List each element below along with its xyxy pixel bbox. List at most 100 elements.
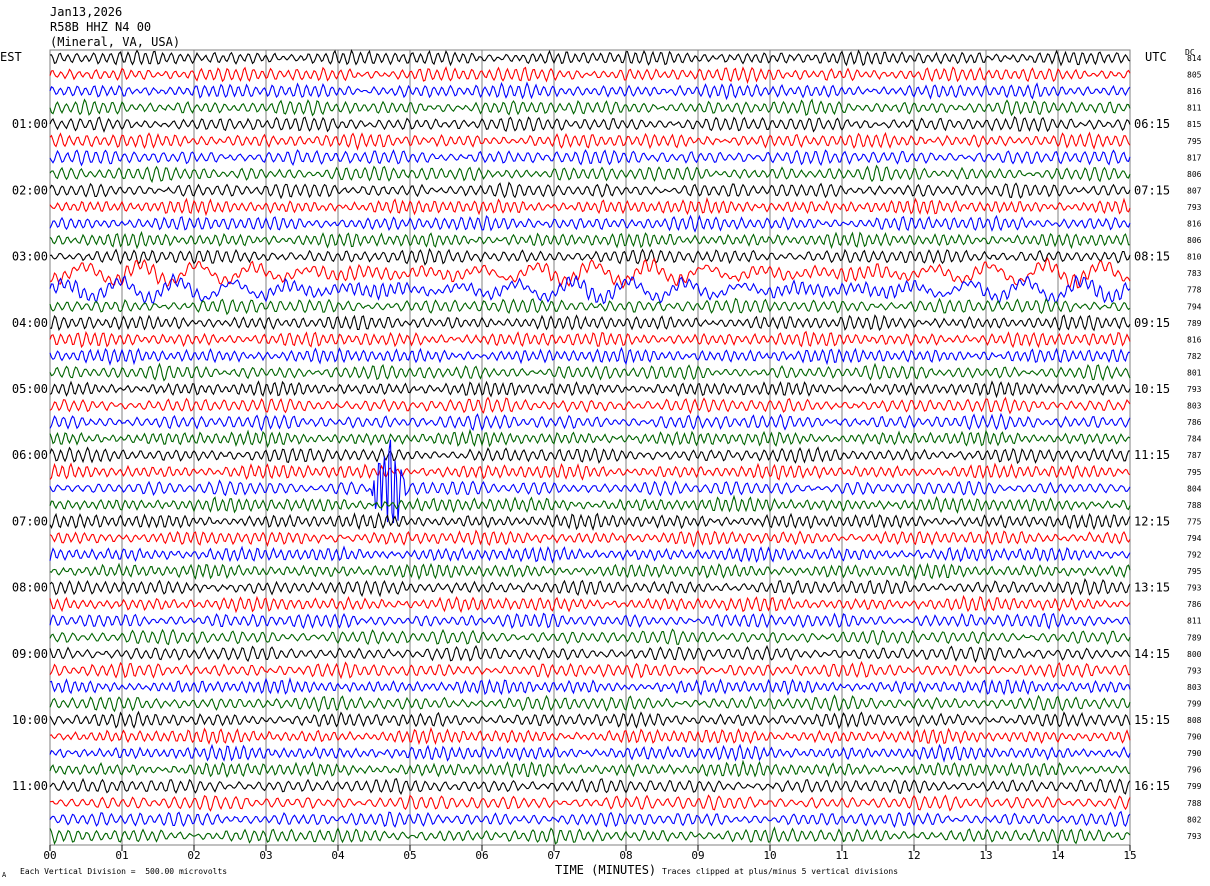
seismic-trace [49, 230, 1131, 250]
seismic-trace [49, 645, 1131, 663]
dc-value-label: 782 [1187, 352, 1202, 361]
x-tick-label: 15 [1123, 849, 1136, 862]
dc-value-label: 789 [1187, 319, 1202, 328]
x-tick-label: 10 [763, 849, 776, 862]
seismic-trace [49, 545, 1131, 564]
seismic-trace [49, 676, 1131, 696]
left-time-label: 04:00 [12, 316, 48, 330]
dc-value-label: 788 [1187, 799, 1202, 808]
seismic-trace [49, 256, 1131, 289]
location-title: (Mineral, VA, USA) [50, 35, 181, 49]
dc-value-label: 806 [1187, 236, 1202, 245]
station-title: R58B HHZ N4 00 [50, 20, 152, 34]
dc-value-label: 803 [1187, 402, 1202, 411]
seismic-trace [49, 612, 1131, 630]
right-time-label: 07:15 [1134, 183, 1170, 197]
x-tick-label: 01 [115, 849, 128, 862]
seismic-trace [49, 810, 1131, 828]
left-time-label: 10:00 [12, 713, 48, 727]
dc-value-label: 816 [1187, 335, 1202, 344]
seismic-trace [49, 494, 1131, 514]
dc-value-label: 790 [1187, 749, 1202, 758]
axis-labels: 00 01 02 03 04 05 06 07 08 09 10 11 12 13 14 15 814 805 81… [12, 54, 1202, 862]
right-time-label: 14:15 [1134, 647, 1170, 661]
seismic-trace [49, 826, 1131, 846]
seismic-trace [49, 462, 1131, 481]
dc-value-label: 805 [1187, 71, 1202, 80]
dc-value-label: 810 [1187, 253, 1202, 262]
x-tick-label: 07 [547, 849, 560, 862]
x-tick-label: 00 [43, 849, 56, 862]
seismic-trace [49, 710, 1131, 730]
x-tick-label: 09 [691, 849, 704, 862]
seismic-trace [49, 660, 1131, 680]
right-time-label: 13:15 [1134, 581, 1170, 595]
seismic-trace [49, 794, 1131, 812]
right-time-label: 08:15 [1134, 250, 1170, 264]
dc-value-label: 786 [1187, 418, 1202, 427]
seismic-trace [49, 594, 1131, 614]
seismic-trace [49, 197, 1131, 217]
dc-value-label: 799 [1187, 782, 1202, 791]
traces [49, 48, 1131, 846]
dc-value-label: 804 [1187, 484, 1202, 493]
right-time-label: 16:15 [1134, 779, 1170, 793]
dc-value-label: 815 [1187, 120, 1202, 129]
dc-value-label: 792 [1187, 551, 1202, 560]
dc-value-label: 793 [1187, 666, 1202, 675]
dc-column-label: DC [1185, 48, 1195, 57]
x-axis-label: TIME (MINUTES) [555, 863, 657, 877]
dc-value-label: 793 [1187, 584, 1202, 593]
x-tick-label: 04 [331, 849, 345, 862]
dc-value-label: 775 [1187, 517, 1202, 526]
dc-value-label: 787 [1187, 451, 1202, 460]
dc-value-label: 799 [1187, 699, 1202, 708]
seismic-trace [49, 181, 1131, 200]
seismic-trace [49, 98, 1131, 117]
right-time-label: 15:15 [1134, 713, 1170, 727]
dc-value-label: 806 [1187, 170, 1202, 179]
seismic-trace [49, 380, 1131, 399]
x-tick-label: 12 [907, 849, 920, 862]
left-timezone-label: EST [0, 50, 22, 64]
seismic-trace [49, 149, 1131, 167]
right-time-label: 09:15 [1134, 316, 1170, 330]
left-time-label: 05:00 [12, 382, 48, 396]
left-time-label: 08:00 [12, 581, 48, 595]
seismic-trace [49, 428, 1131, 448]
dc-value-label: 807 [1187, 186, 1202, 195]
seismic-trace [49, 777, 1131, 796]
seismic-trace [49, 247, 1131, 266]
dc-value-label: 803 [1187, 683, 1202, 692]
grid [49, 49, 1131, 851]
dc-value-label: 794 [1187, 534, 1202, 543]
x-tick-label: 11 [835, 849, 848, 862]
left-time-label: 09:00 [12, 647, 48, 661]
seismic-trace [49, 272, 1131, 305]
seismic-trace [49, 726, 1131, 745]
dc-value-label: 816 [1187, 87, 1202, 96]
left-time-label: 11:00 [12, 779, 48, 793]
seismic-trace [49, 314, 1131, 332]
seismic-trace [49, 439, 1131, 524]
left-time-label: 06:00 [12, 448, 48, 462]
right-timezone-label: UTC [1145, 50, 1167, 64]
x-tick-label: 06 [475, 849, 488, 862]
right-time-label: 11:15 [1134, 448, 1170, 462]
dc-value-label: 783 [1187, 269, 1202, 278]
dc-value-label: 789 [1187, 633, 1202, 642]
left-time-label: 07:00 [12, 514, 48, 528]
date-title: Jan13,2026 [50, 5, 123, 19]
seismic-trace [49, 562, 1131, 581]
dc-value-label: 811 [1187, 617, 1202, 626]
dc-value-label: 788 [1187, 501, 1202, 510]
dc-value-label: 784 [1187, 435, 1202, 444]
dc-value-label: 814 [1187, 54, 1202, 63]
dc-value-label: 816 [1187, 220, 1202, 229]
dc-value-label: 794 [1187, 302, 1202, 311]
seismic-trace [49, 529, 1131, 548]
seismic-trace [49, 297, 1131, 316]
dc-value-label: 795 [1187, 567, 1202, 576]
dc-value-label: 778 [1187, 286, 1202, 295]
seismic-trace [49, 511, 1131, 531]
